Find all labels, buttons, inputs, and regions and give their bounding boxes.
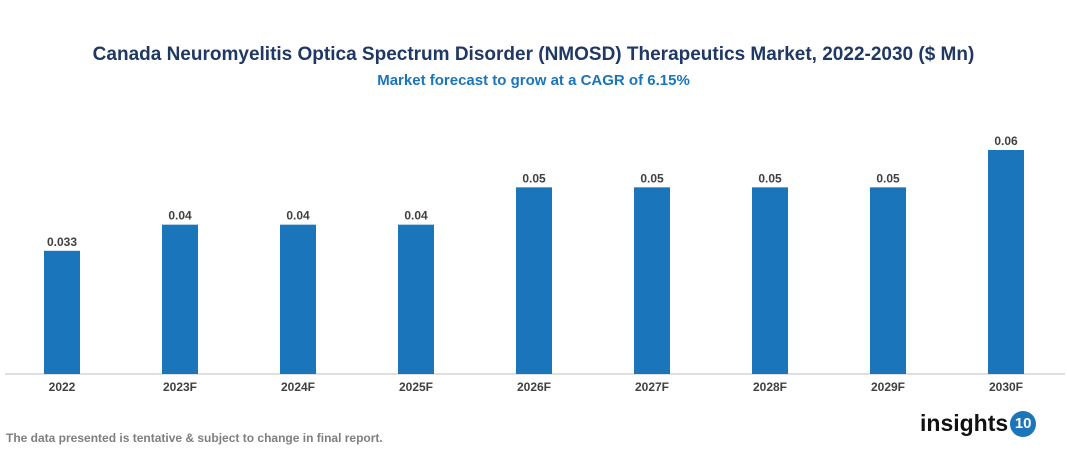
- data-label: 0.06: [994, 134, 1018, 148]
- x-tick-label: 2027F: [635, 380, 669, 394]
- data-label: 0.05: [522, 171, 546, 185]
- footnote: The data presented is tentative & subjec…: [6, 431, 383, 445]
- x-tick-label: 2028F: [753, 380, 787, 394]
- data-label: 0.05: [640, 171, 664, 185]
- bar-2023F: [162, 224, 198, 374]
- data-label: 0.04: [404, 209, 428, 223]
- x-tick-label: 2029F: [871, 380, 905, 394]
- bar-2029F: [870, 187, 906, 374]
- data-label: 0.05: [876, 171, 900, 185]
- logo-badge: 10: [1010, 410, 1037, 437]
- bar-2030F: [988, 150, 1024, 374]
- data-label: 0.05: [758, 171, 782, 185]
- chart-subtitle: Market forecast to grow at a CAGR of 6.1…: [377, 72, 690, 89]
- x-tick-label: 2030F: [989, 380, 1023, 394]
- insights10-logo: insights 10: [920, 410, 1037, 437]
- x-tick-label: 2023F: [163, 380, 197, 394]
- x-tick-label: 2025F: [399, 380, 433, 394]
- bar-2022: [44, 250, 80, 374]
- x-tick-label: 2024F: [281, 380, 315, 394]
- data-label: 0.033: [47, 235, 77, 249]
- logo-text: insights: [920, 410, 1009, 436]
- x-tick-label: 2022: [49, 380, 76, 394]
- bar-2024F: [280, 224, 316, 374]
- bar-2026F: [516, 187, 552, 374]
- x-tick-label: 2026F: [517, 380, 551, 394]
- data-label: 0.04: [168, 209, 192, 223]
- bar-2028F: [752, 187, 788, 374]
- data-label: 0.04: [286, 209, 310, 223]
- bar-2025F: [398, 224, 434, 374]
- chart-title: Canada Neuromyelitis Optica Spectrum Dis…: [92, 44, 975, 65]
- bar-2027F: [634, 187, 670, 374]
